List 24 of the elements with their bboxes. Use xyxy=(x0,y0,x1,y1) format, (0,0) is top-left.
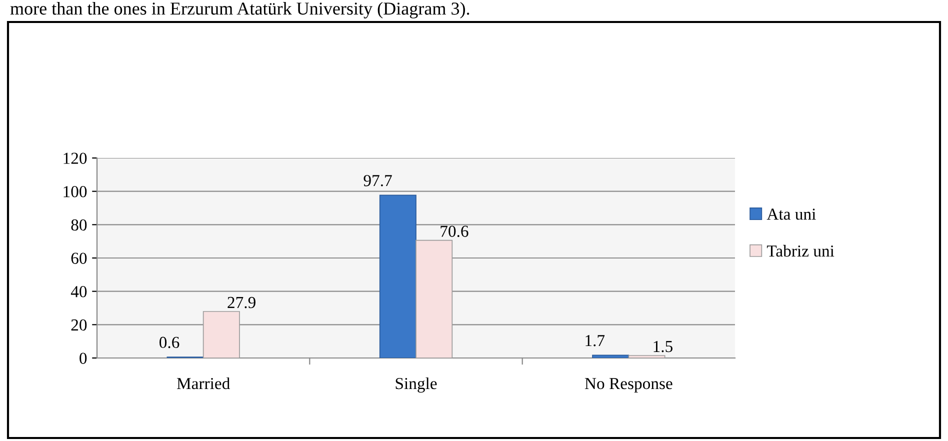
text: more than the ones in Erzurum Atatürk University (Diagram 3). xyxy=(10,2,470,18)
bar xyxy=(416,240,453,358)
bar xyxy=(379,194,416,358)
data-label: 97.7 xyxy=(364,175,392,186)
bar xyxy=(592,354,630,358)
legend-label: Ata uni xyxy=(766,208,816,220)
data-label: 1.5 xyxy=(654,340,672,352)
y-tick-label: 60 xyxy=(71,252,87,264)
x-tick-label: No Response xyxy=(584,378,672,393)
data-label: 1.7 xyxy=(586,335,605,346)
data-label: 70.6 xyxy=(440,226,468,238)
legend-label: Tabriz uni xyxy=(766,244,834,257)
y-tick-label: 120 xyxy=(64,152,87,164)
y-tick-label: 20 xyxy=(71,319,87,331)
y-tick-label: 80 xyxy=(71,219,87,231)
y-tick-label: 100 xyxy=(64,186,87,198)
x-tick-label: Single xyxy=(396,377,437,393)
bar xyxy=(202,311,240,358)
y-tick-label: 0 xyxy=(80,352,87,364)
x-tick-label: Married xyxy=(176,377,230,390)
y-tick-label: 40 xyxy=(70,286,87,298)
data-label: 27.9 xyxy=(228,296,256,308)
bar xyxy=(628,355,666,358)
data-label: 0.6 xyxy=(160,336,180,348)
